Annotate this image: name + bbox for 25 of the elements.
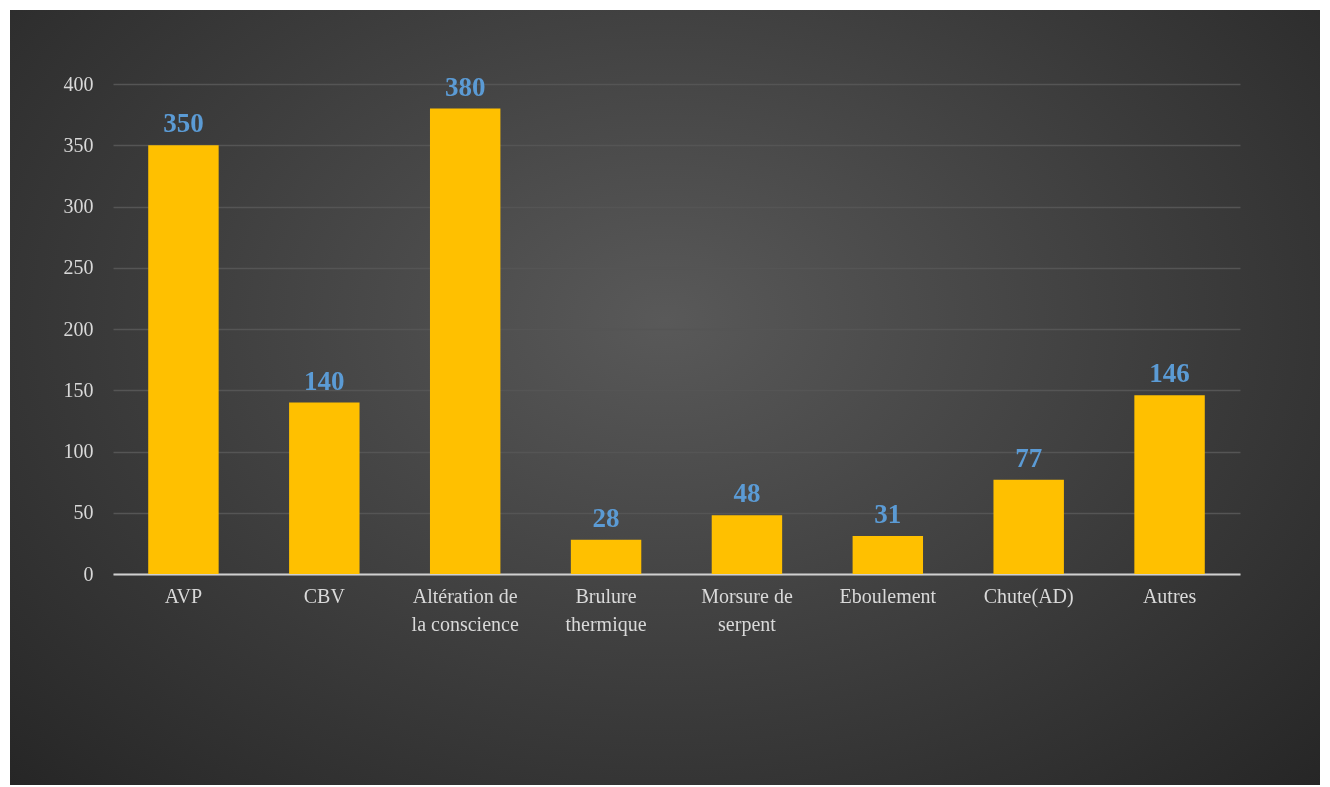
data-label: 31 (874, 499, 902, 530)
data-label: 146 (1149, 358, 1190, 389)
x-tick-label: Chute(AD) (983, 584, 1074, 608)
data-label: 77 (1015, 442, 1043, 473)
y-tick-label: 300 (63, 195, 94, 217)
x-tick-label: Autres (1142, 584, 1197, 607)
data-label: 380 (444, 71, 486, 102)
x-tick-label: CBV (303, 584, 346, 607)
data-label: 28 (592, 502, 620, 533)
x-tick-label: Brulure thermique (565, 584, 647, 636)
data-label: 48 (733, 478, 761, 509)
y-tick-label: 400 (63, 72, 94, 95)
y-tick-label: 50 (73, 501, 94, 524)
data-label: 140 (304, 365, 345, 396)
x-tick-label: AVP (164, 584, 203, 607)
y-tick-label: 0 (83, 562, 94, 585)
y-tick-label: 150 (63, 378, 94, 401)
x-tick-label: Eboulement (839, 584, 937, 607)
x-tick-label: Morsure de serpent (701, 584, 793, 636)
data-label: 350 (163, 108, 204, 139)
y-tick-label: 250 (63, 256, 94, 279)
y-tick-label: 200 (63, 317, 94, 340)
y-tick-label: 350 (63, 133, 94, 156)
x-tick-label: Altération de la conscience (411, 584, 519, 635)
y-tick-label: 100 (63, 440, 94, 462)
